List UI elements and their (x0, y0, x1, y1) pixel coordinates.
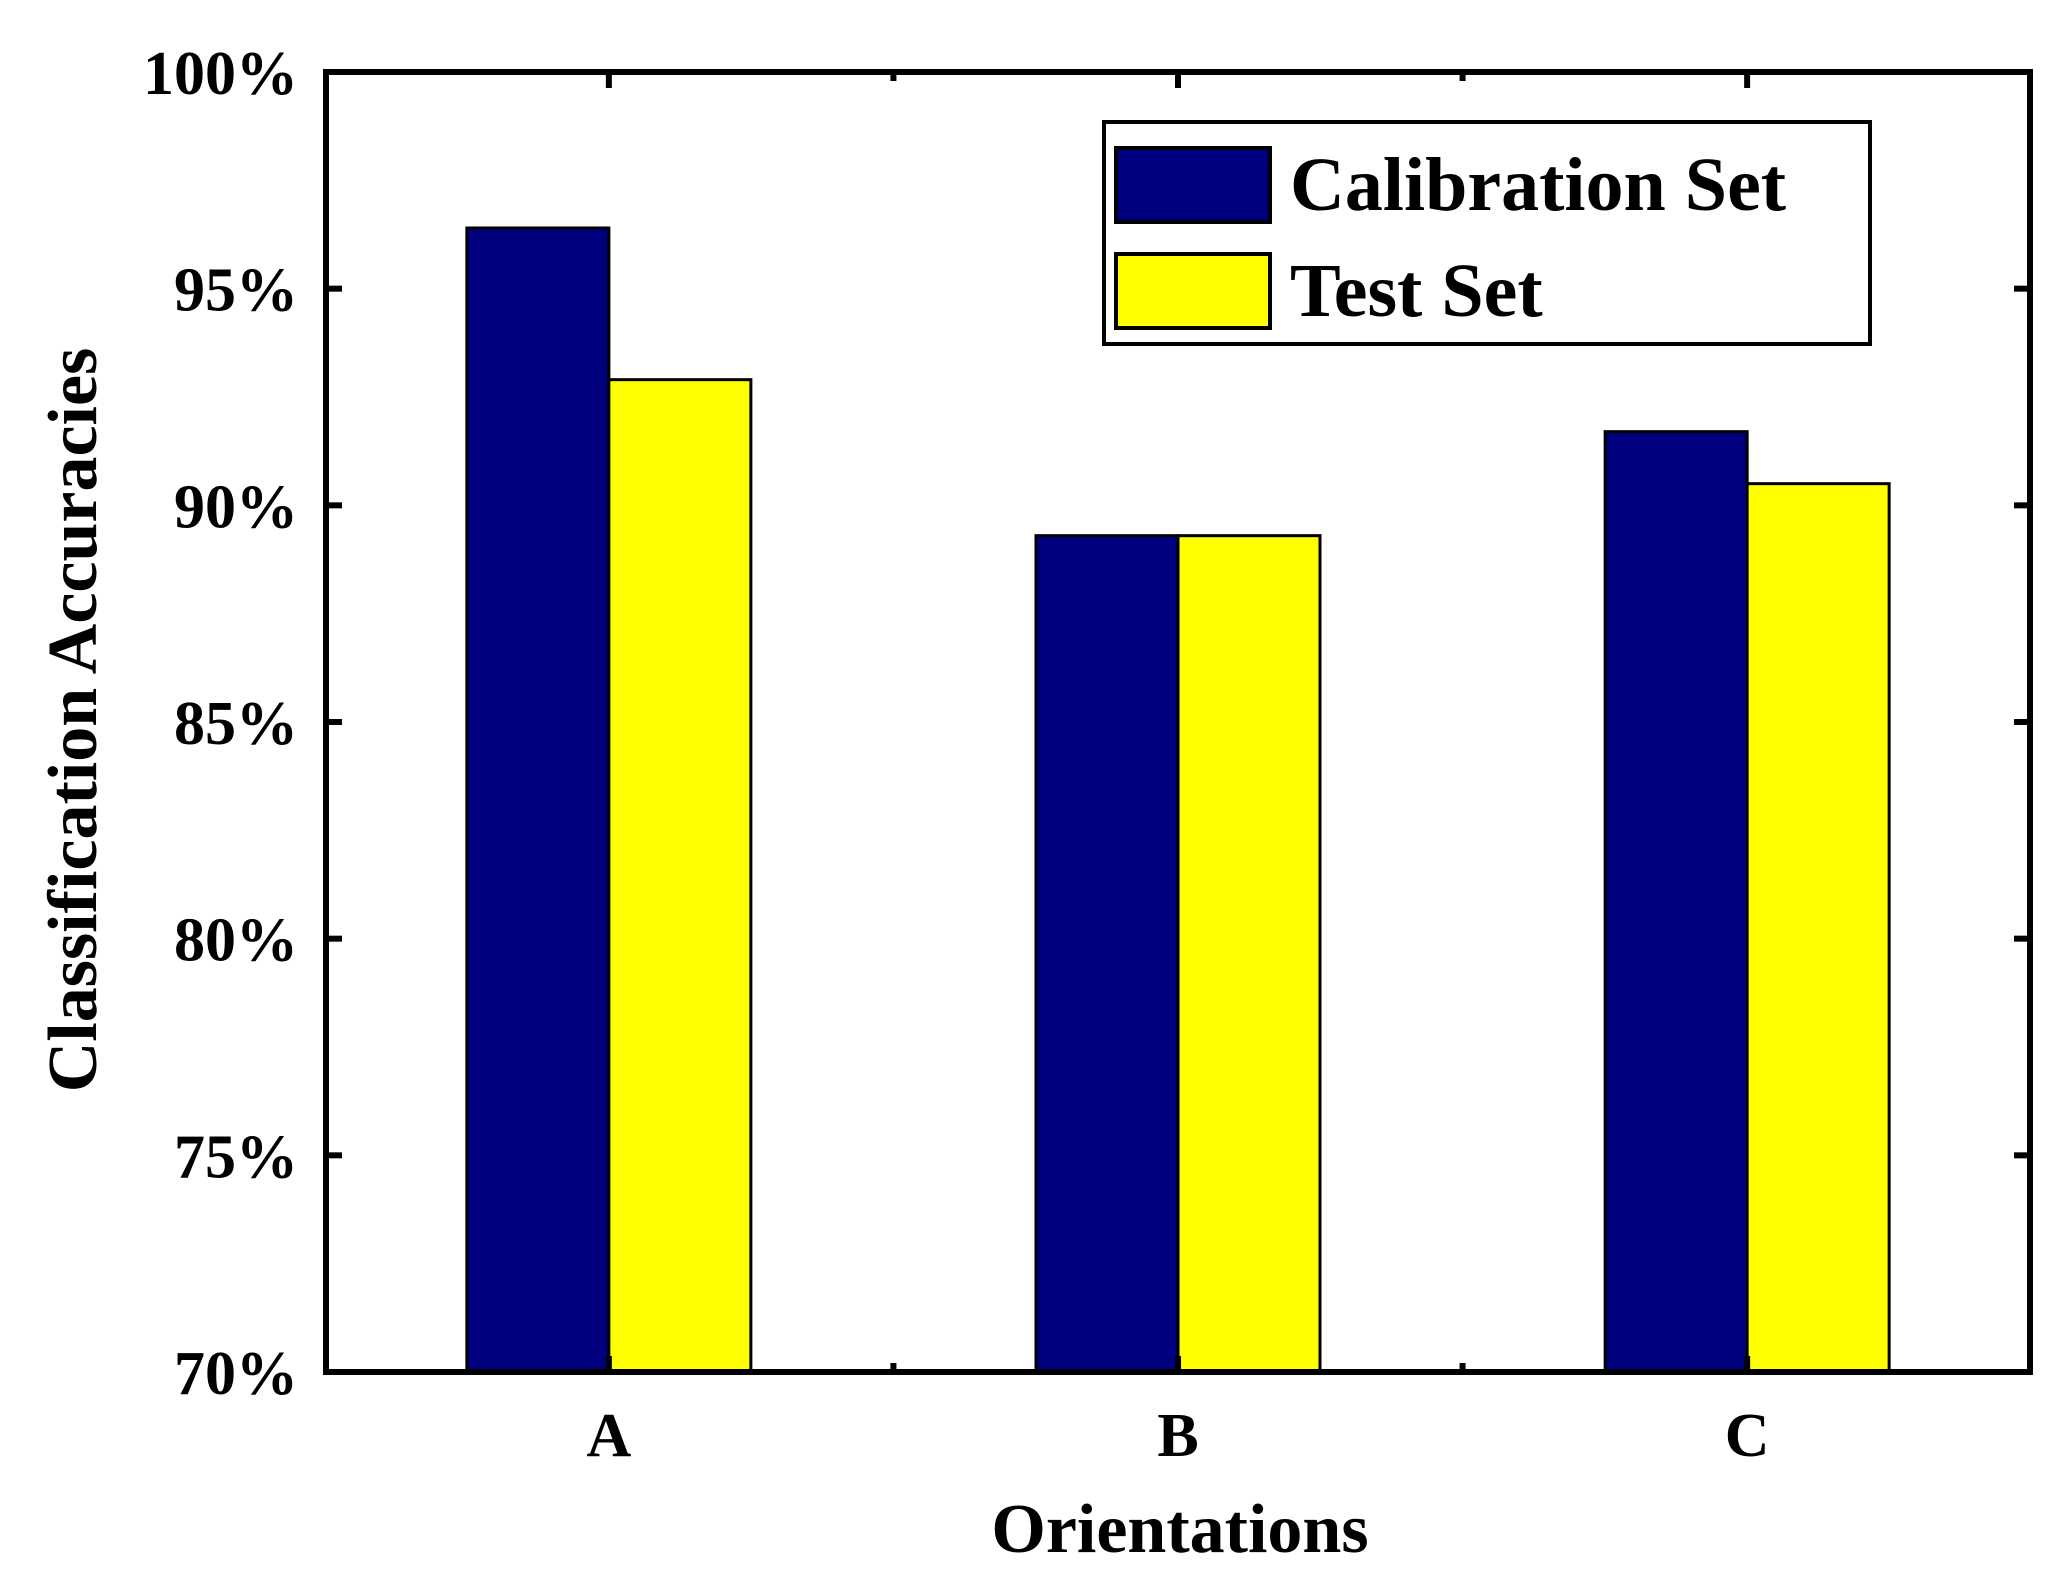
y-tick-label: 90% (174, 473, 298, 541)
x-axis-title: Orientations (991, 1491, 1368, 1568)
x-tick-label: A (586, 1402, 631, 1470)
y-axis-title: Classification Accuracies (35, 348, 112, 1093)
y-tick-label: 80% (174, 907, 298, 975)
x-tick-label: C (1725, 1402, 1770, 1470)
bar-calibration-set-a (465, 226, 611, 1374)
legend-label-test-set: Test Set (1290, 249, 1543, 333)
bar-test-set-c (1745, 482, 1891, 1374)
y-tick-label: 100% (143, 40, 298, 108)
legend: Calibration Set Test Set (1102, 120, 1872, 346)
x-tick-label: B (1157, 1402, 1198, 1470)
y-tick-label: 75% (174, 1123, 298, 1191)
bar-test-set-a (607, 378, 753, 1374)
ticks-layer (326, 69, 2030, 1375)
legend-swatch-calibration-set (1114, 146, 1272, 224)
legend-label-calibration-set: Calibration Set (1290, 143, 1786, 227)
bars-layer (465, 226, 1891, 1374)
bar-calibration-set-c (1603, 430, 1749, 1374)
y-tick-label: 85% (174, 690, 298, 758)
labels-layer: 70% 75% 80% 85% 90% 95% 100% A B C (143, 40, 1770, 1470)
y-tick-label: 70% (174, 1340, 298, 1408)
bar-calibration-set-b (1034, 534, 1180, 1374)
bar-test-set-b (1176, 534, 1322, 1374)
y-tick-label: 95% (174, 257, 298, 325)
legend-swatch-test-set (1114, 252, 1272, 330)
